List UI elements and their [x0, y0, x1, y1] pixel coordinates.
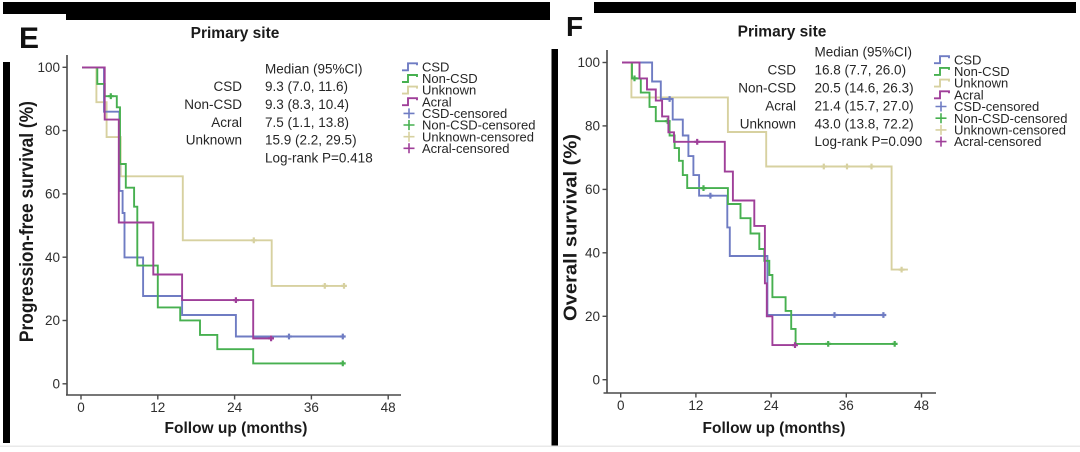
- svg-text:80: 80: [45, 123, 60, 138]
- svg-text:Unknown: Unknown: [186, 133, 242, 148]
- svg-text:24: 24: [227, 400, 243, 415]
- svg-text:80: 80: [585, 119, 600, 134]
- svg-text:7.5 (1.1, 13.8): 7.5 (1.1, 13.8): [265, 115, 349, 130]
- svg-text:24: 24: [764, 398, 780, 413]
- svg-text:Unknown-censored: Unknown-censored: [422, 129, 534, 144]
- svg-text:12: 12: [150, 400, 165, 415]
- svg-text:Acral-censored: Acral-censored: [422, 141, 509, 156]
- svg-text:Median (95%CI): Median (95%CI): [815, 45, 913, 60]
- svg-text:0: 0: [617, 398, 625, 413]
- svg-text:Log-rank P=0.418: Log-rank P=0.418: [265, 150, 373, 165]
- svg-text:Acral: Acral: [211, 115, 242, 130]
- svg-text:9.3 (8.3, 10.4): 9.3 (8.3, 10.4): [265, 97, 349, 112]
- svg-text:0: 0: [52, 376, 60, 391]
- svg-text:0: 0: [592, 372, 600, 387]
- svg-text:Log-rank P=0.090: Log-rank P=0.090: [815, 134, 923, 149]
- svg-text:20: 20: [585, 309, 600, 324]
- svg-text:Acral: Acral: [765, 98, 796, 113]
- svg-text:60: 60: [585, 182, 600, 197]
- svg-text:CSD-censored: CSD-censored: [422, 106, 507, 121]
- svg-text:CSD: CSD: [954, 52, 981, 67]
- svg-text:CSD: CSD: [422, 59, 449, 74]
- svg-text:Unknown: Unknown: [954, 76, 1008, 91]
- svg-text:Primary site: Primary site: [738, 24, 827, 41]
- svg-text:20.5 (14.6, 26.3): 20.5 (14.6, 26.3): [815, 80, 914, 95]
- svg-text:36: 36: [839, 398, 854, 413]
- svg-text:12: 12: [688, 398, 703, 413]
- svg-text:40: 40: [45, 250, 60, 265]
- svg-text:Primary site: Primary site: [191, 25, 280, 42]
- svg-text:Median (95%CI): Median (95%CI): [265, 61, 363, 76]
- svg-text:Acral: Acral: [954, 87, 984, 102]
- svg-text:0: 0: [77, 400, 85, 415]
- svg-text:F: F: [566, 11, 583, 42]
- svg-text:Progression-free survival (%): Progression-free survival (%): [17, 101, 38, 342]
- svg-text:Non-CSD-censored: Non-CSD-censored: [954, 111, 1067, 126]
- svg-text:Overall survival (%): Overall survival (%): [561, 134, 581, 321]
- svg-text:100: 100: [37, 60, 60, 75]
- svg-text:CSD: CSD: [767, 62, 796, 77]
- svg-text:Acral-censored: Acral-censored: [954, 134, 1041, 149]
- svg-text:9.3 (7.0, 11.6): 9.3 (7.0, 11.6): [265, 79, 348, 94]
- svg-text:CSD: CSD: [213, 79, 242, 94]
- svg-text:Follow up (months): Follow up (months): [703, 420, 846, 437]
- svg-text:Follow up (months): Follow up (months): [165, 420, 308, 437]
- svg-text:Acral: Acral: [422, 94, 452, 109]
- svg-text:60: 60: [45, 187, 60, 202]
- svg-text:Non-CSD: Non-CSD: [954, 64, 1010, 79]
- svg-text:Unknown: Unknown: [422, 83, 476, 98]
- svg-text:43.0 (13.8, 72.2): 43.0 (13.8, 72.2): [815, 116, 914, 131]
- svg-text:E: E: [19, 22, 39, 55]
- svg-text:15.9 (2.2, 29.5): 15.9 (2.2, 29.5): [265, 133, 357, 148]
- svg-text:Non-CSD-censored: Non-CSD-censored: [422, 118, 535, 133]
- svg-text:48: 48: [381, 400, 396, 415]
- svg-text:40: 40: [585, 245, 600, 260]
- svg-text:Non-CSD: Non-CSD: [422, 71, 478, 86]
- svg-text:16.8 (7.7, 26.0): 16.8 (7.7, 26.0): [815, 62, 907, 77]
- svg-text:Non-CSD: Non-CSD: [738, 80, 796, 95]
- svg-text:20: 20: [45, 313, 60, 328]
- svg-text:Non-CSD: Non-CSD: [184, 97, 242, 112]
- svg-text:48: 48: [914, 398, 929, 413]
- svg-text:36: 36: [304, 400, 319, 415]
- svg-text:CSD-censored: CSD-censored: [954, 99, 1039, 114]
- svg-text:Unknown: Unknown: [740, 116, 796, 131]
- svg-text:Unknown-censored: Unknown-censored: [954, 123, 1066, 138]
- svg-text:21.4 (15.7, 27.0): 21.4 (15.7, 27.0): [815, 98, 914, 113]
- svg-text:100: 100: [577, 55, 600, 70]
